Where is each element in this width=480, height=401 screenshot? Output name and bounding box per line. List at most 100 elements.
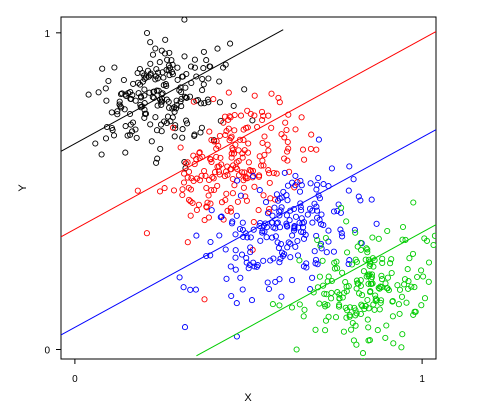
data-point-series-2 [143,230,150,237]
data-point-series-4 [325,273,332,280]
data-point-series-4 [430,241,436,249]
data-point-series-4 [317,242,324,249]
data-point-series-4 [399,236,406,243]
data-point-series-3 [284,197,291,204]
data-point-series-3 [237,192,244,199]
data-point-series-4 [352,229,359,236]
data-point-series-2 [211,138,218,145]
data-point-series-4 [425,278,432,285]
data-point-series-1 [98,151,105,158]
data-point-series-1 [197,100,205,107]
data-point-series-3 [217,214,224,221]
data-point-series-3 [287,254,294,261]
data-point-series-4 [394,282,401,289]
data-point-series-4 [348,326,355,333]
data-point-series-4 [409,250,417,257]
data-point-series-3 [232,231,239,238]
data-point-series-2 [231,182,238,189]
data-point-series-2 [217,154,224,161]
data-point-series-2 [193,156,200,163]
data-point-series-4 [352,307,359,314]
data-point-series-3 [297,203,304,211]
data-point-series-1 [102,135,110,142]
data-point-series-2 [227,208,234,215]
y-tick-label: 0 [44,346,50,357]
data-point-series-2 [203,184,210,192]
data-point-series-1 [227,40,234,47]
data-point-series-2 [258,108,266,115]
data-point-series-1 [165,67,172,74]
fit-line-series-3 [61,129,436,336]
data-point-series-1 [116,98,123,105]
data-point-series-2 [250,218,257,226]
data-point-series-4 [339,269,346,276]
data-point-series-4 [364,296,371,304]
data-point-series-4 [310,289,317,296]
data-point-series-1 [216,78,223,85]
data-point-series-2 [266,179,273,186]
data-point-series-1 [173,101,180,109]
data-point-series-1 [133,134,140,141]
data-point-series-4 [325,313,332,320]
data-point-series-1 [193,73,200,80]
data-point-series-1 [200,81,207,88]
data-point-series-3 [245,265,252,272]
data-point-series-2 [205,214,212,221]
data-point-series-2 [266,170,273,177]
data-point-series-3 [273,220,280,227]
data-point-series-2 [202,172,209,179]
data-point-series-1 [125,90,132,97]
data-point-series-3 [274,239,281,246]
data-point-series-2 [221,113,229,120]
data-point-series-3 [247,244,254,251]
data-point-series-4 [331,265,338,272]
data-point-series-3 [313,207,321,214]
points-layer [85,17,436,382]
data-point-series-1 [137,93,144,100]
data-point-series-4 [384,227,391,235]
data-point-series-4 [421,295,429,302]
data-point-series-1 [102,85,109,92]
data-point-series-3 [303,260,310,267]
data-point-series-2 [242,173,249,180]
data-point-series-1 [200,48,207,55]
data-point-series-1 [148,138,155,145]
data-point-series-4 [330,372,335,377]
data-point-series-2 [187,212,194,219]
data-point-series-3 [264,279,271,286]
data-point-series-3 [277,207,284,214]
data-point-series-3 [338,230,345,237]
data-point-series-3 [289,232,296,239]
data-point-series-1 [161,50,169,57]
fit-lines-layer [61,29,436,357]
data-point-series-1 [127,131,134,138]
data-point-series-2 [220,119,227,126]
data-point-series-4 [411,308,418,315]
data-point-series-4 [353,341,360,348]
data-point-series-3 [243,254,250,262]
data-point-series-4 [364,249,371,256]
data-point-series-2 [244,149,252,156]
data-point-series-1 [150,88,157,95]
data-point-series-2 [265,167,272,174]
data-point-series-2 [222,168,230,175]
data-point-series-3 [222,246,229,253]
data-point-series-4 [390,340,397,347]
data-point-series-2 [227,114,234,121]
data-point-series-2 [181,170,188,177]
data-point-series-2 [245,140,252,147]
data-point-series-3 [193,232,200,239]
data-point-series-1 [129,128,136,135]
data-point-series-3 [187,286,194,293]
data-point-series-3 [238,251,246,258]
data-point-series-3 [181,324,189,331]
data-point-series-1 [182,84,189,91]
data-point-series-3 [192,286,199,293]
data-point-series-3 [216,232,223,239]
data-point-series-4 [335,377,340,382]
data-point-series-2 [235,172,242,179]
data-point-series-3 [303,264,310,271]
data-point-series-4 [421,235,428,242]
data-point-series-3 [325,238,332,245]
